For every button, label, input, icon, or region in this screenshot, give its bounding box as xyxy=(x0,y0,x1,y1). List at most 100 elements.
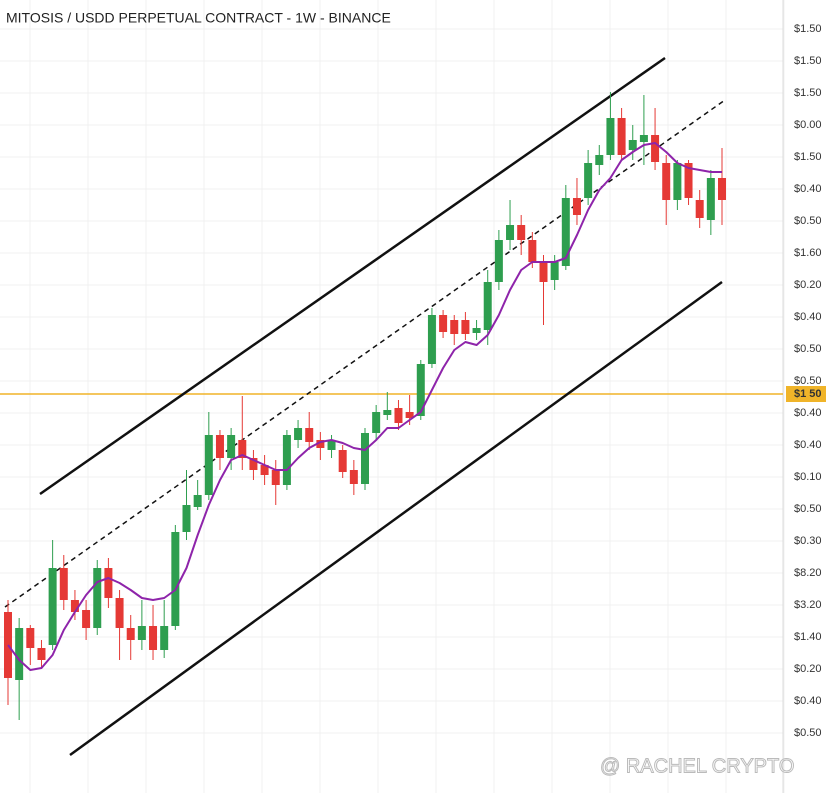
candle-body xyxy=(372,412,381,433)
y-tick-label: $0.40 xyxy=(794,695,822,707)
y-tick-label: $1.50 xyxy=(794,55,822,67)
candle-body xyxy=(528,240,537,262)
price-label-box xyxy=(786,386,826,402)
candle-body xyxy=(561,198,570,266)
y-tick-label: $0.50 xyxy=(794,343,822,355)
candle-body xyxy=(137,626,146,640)
candle-body xyxy=(718,178,726,200)
y-tick-label: $1.40 xyxy=(794,631,822,643)
candle-body xyxy=(427,315,436,364)
candle-body xyxy=(628,140,637,150)
y-tick-label: $0.40 xyxy=(794,439,822,451)
candle-body xyxy=(606,118,615,155)
candle-body xyxy=(37,648,46,660)
y-tick-label: $1.50 xyxy=(794,151,822,163)
candle-body xyxy=(517,225,526,240)
y-tick-label: $0.30 xyxy=(794,535,822,547)
y-tick-label: $0.40 xyxy=(794,183,822,195)
candle-body xyxy=(82,610,91,628)
candle-body xyxy=(617,118,626,155)
upper-channel xyxy=(39,56,666,496)
candle-body xyxy=(383,410,392,415)
y-tick-label: $0.10 xyxy=(794,471,822,483)
y-tick-label: $1.50 xyxy=(794,87,822,99)
y-tick-label: $1.60 xyxy=(794,247,822,259)
candle-body xyxy=(171,532,180,626)
candle-body xyxy=(327,440,336,450)
watermark: @ RACHEL CRYPTO xyxy=(600,755,794,777)
candle-body xyxy=(26,628,35,648)
candle-body xyxy=(639,135,648,142)
candle-body xyxy=(651,135,660,162)
candle-body xyxy=(595,155,604,165)
candle-body xyxy=(405,412,414,418)
grid xyxy=(0,0,785,793)
candle-body xyxy=(572,198,581,215)
candle-body xyxy=(706,178,715,220)
candle-body xyxy=(227,435,236,458)
candle-body xyxy=(126,628,135,640)
candle-body xyxy=(316,440,325,448)
candle-body xyxy=(450,320,459,334)
candle-body xyxy=(416,364,425,416)
candle-body xyxy=(282,435,291,485)
y-tick-label: $1.50 xyxy=(794,23,822,35)
candle-body xyxy=(461,320,470,334)
candle-body xyxy=(215,435,224,458)
candle-body xyxy=(204,435,213,495)
y-tick-label: $0.50 xyxy=(794,375,822,387)
candle-body xyxy=(305,428,314,442)
moving-average xyxy=(7,142,722,671)
candle-body xyxy=(550,262,559,280)
moving-average-group xyxy=(7,142,722,671)
candle-body xyxy=(93,568,102,628)
y-tick-label: $0.20 xyxy=(794,279,822,291)
candle-body xyxy=(349,470,358,484)
y-tick-label: $0.50 xyxy=(794,503,822,515)
candle-body xyxy=(149,626,158,650)
candle-body xyxy=(48,568,57,645)
candle-body xyxy=(394,408,403,423)
candle-body xyxy=(506,225,515,240)
price-label: $1 50 xyxy=(794,388,822,400)
y-tick-label: $3.20 xyxy=(794,599,822,611)
candle-body xyxy=(294,428,303,440)
candle-body xyxy=(472,328,481,333)
candle-body xyxy=(260,465,269,475)
candle-body xyxy=(193,495,202,507)
candle-body xyxy=(361,433,369,484)
candle-body xyxy=(15,628,24,680)
candles xyxy=(4,92,726,720)
candle-body xyxy=(338,450,347,472)
candle-body xyxy=(160,626,169,650)
candle-body xyxy=(673,163,682,200)
candle-body xyxy=(539,262,548,282)
candle-body xyxy=(59,568,68,600)
candle-body xyxy=(70,600,79,612)
candle-body xyxy=(249,458,258,470)
candle-body xyxy=(684,163,693,198)
y-tick-label: $0.40 xyxy=(794,407,822,419)
price-line-group: $1 50 xyxy=(0,386,826,402)
y-tick-label: $0.00 xyxy=(794,119,822,131)
y-tick-label: $0.50 xyxy=(794,215,822,227)
candle-body xyxy=(494,240,503,282)
candle-body xyxy=(271,470,280,485)
y-tick-label: $0.40 xyxy=(794,311,822,323)
y-tick-label: $0.50 xyxy=(794,727,822,739)
y-axis: $1.50 $1.50 $1.50 $0.00 $1.50 $0.40 $0.50 $1.60… xyxy=(794,23,822,739)
candle-body xyxy=(483,282,492,330)
candle-body xyxy=(584,163,593,198)
chart-title: MITOSIS / USDD PERPETUAL CONTRACT - 1W -… xyxy=(6,10,391,26)
candle-body xyxy=(104,568,113,598)
candle-body xyxy=(662,163,671,200)
candle-body xyxy=(182,505,191,532)
y-tick-label: $8.20 xyxy=(794,567,822,579)
y-tick-label: $0.20 xyxy=(794,663,822,675)
candle-body xyxy=(238,440,247,458)
candle-body xyxy=(115,598,124,628)
candle-body xyxy=(439,315,448,332)
candle-body xyxy=(695,200,704,218)
